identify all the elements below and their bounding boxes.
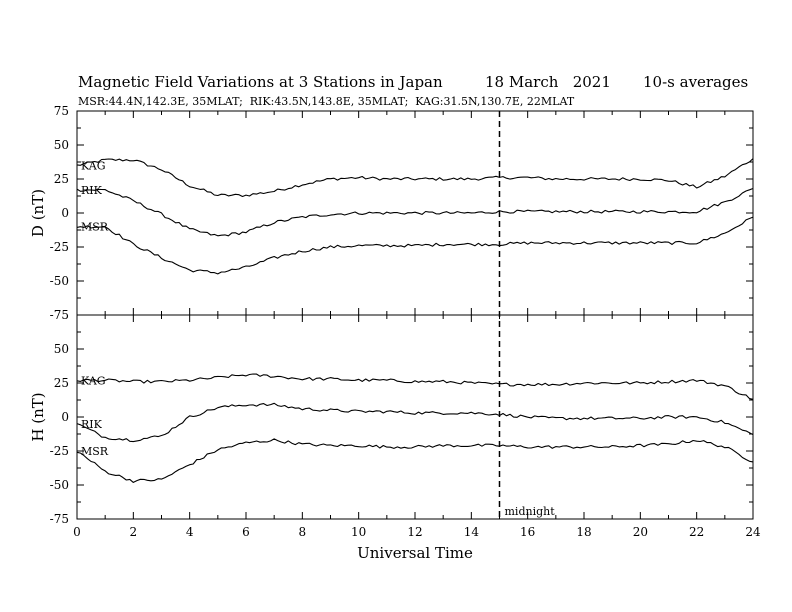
chart-title: Magnetic Field Variations at 3 Stations … (78, 73, 443, 91)
y-tick-label: 50 (54, 342, 69, 356)
y-tick-label: -25 (50, 240, 69, 254)
y-tick-label: 0 (61, 410, 69, 424)
series-line-msr (76, 216, 754, 275)
series-line-rik (76, 187, 754, 237)
x-tick-label: 10 (351, 525, 366, 539)
panel-frame (76, 314, 754, 520)
x-tick-label: 12 (407, 525, 422, 539)
x-tick-label: 20 (633, 525, 648, 539)
x-axis-title: Universal Time (357, 544, 473, 562)
panel-frame (76, 110, 754, 316)
x-tick-label: 22 (689, 525, 704, 539)
series-label-rik: RIK (81, 418, 103, 431)
series-line-kag (76, 373, 754, 400)
series-label-msr: MSR (81, 221, 109, 234)
x-tick-label: 14 (464, 525, 480, 539)
y-axis-title: H (nT) (29, 392, 47, 441)
y-tick-label: 75 (54, 104, 69, 118)
y-tick-label: -50 (50, 478, 69, 492)
chart-averaging: 10-s averages (643, 73, 748, 91)
chart-subtitle: MSR:44.4N,142.3E, 35MLAT; RIK:43.5N,143.… (78, 95, 575, 108)
x-tick-label: 16 (520, 525, 535, 539)
series-line-rik (76, 402, 754, 443)
series-label-rik: RIK (81, 184, 103, 197)
series-label-kag: KAG (81, 374, 106, 387)
x-tick-label: 18 (576, 525, 591, 539)
y-tick-label: -75 (50, 512, 69, 526)
chart-date: 18 March 2021 (485, 73, 611, 91)
panel-d: 75 50 25 0 -25 -50 -75 D (nT) KAG RIK MSR (29, 104, 754, 322)
y-tick-label: -75 (50, 308, 69, 322)
midnight-label: midnight (505, 505, 556, 518)
x-tick-label: 4 (186, 525, 194, 539)
x-tick-label: 2 (130, 525, 138, 539)
y-axis-title: D (nT) (29, 189, 47, 237)
x-tick-label: 8 (299, 525, 307, 539)
y-tick-label: 0 (61, 206, 69, 220)
x-tick-label: 6 (242, 525, 250, 539)
series-label-msr: MSR (81, 445, 109, 458)
y-tick-label: 50 (54, 138, 69, 152)
series-label-kag: KAG (81, 159, 106, 172)
y-tick-label: 25 (54, 376, 69, 390)
y-tick-label: 25 (54, 172, 69, 186)
series-line-kag (76, 158, 754, 198)
y-tick-label: -25 (50, 444, 69, 458)
x-tick-label: 0 (73, 525, 81, 539)
x-tick-label: 24 (745, 525, 761, 539)
y-tick-label: -50 (50, 274, 69, 288)
series-line-msr (76, 438, 754, 483)
